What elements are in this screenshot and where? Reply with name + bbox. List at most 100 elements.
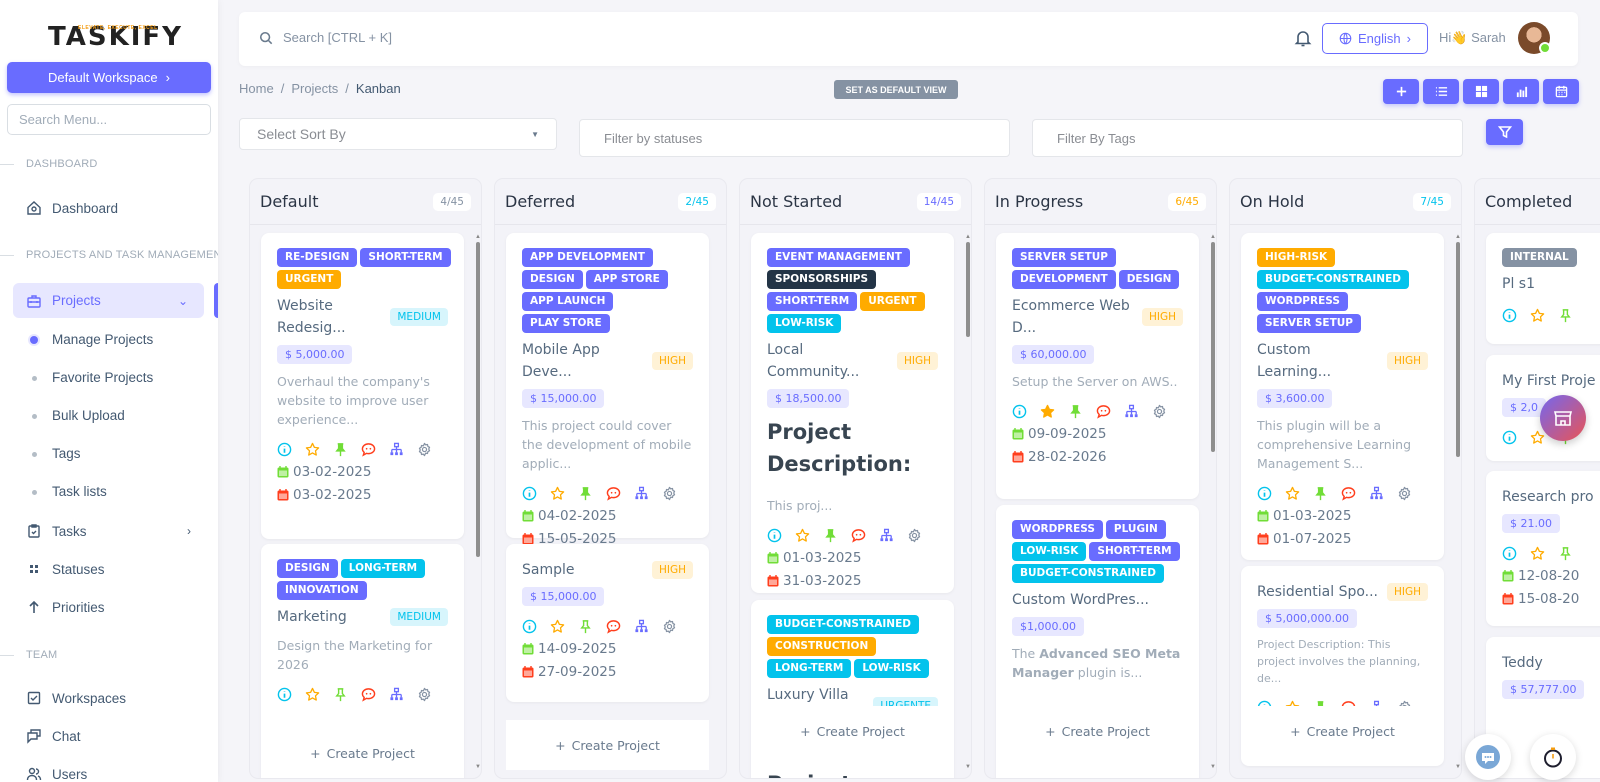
pin-outline-icon[interactable] xyxy=(578,619,593,634)
sidebar-item-users[interactable]: Users xyxy=(26,766,87,782)
project-title[interactable]: Research pro xyxy=(1502,489,1594,505)
column-scrollbar[interactable]: ▲ ▼ xyxy=(965,234,971,770)
create-project-button[interactable]: + Create Project xyxy=(506,720,709,770)
project-card[interactable]: RE-DESIGN SHORT-TERM URGENT Website Rede… xyxy=(261,233,464,539)
column-scrollbar[interactable]: ▲ ▼ xyxy=(475,234,481,770)
create-project-button[interactable]: + Create Project xyxy=(261,728,464,778)
comment-icon[interactable] xyxy=(1341,486,1356,501)
project-title[interactable]: Mobile App Deve... xyxy=(522,342,600,380)
info-icon[interactable] xyxy=(1257,486,1272,501)
project-title[interactable]: Website Redesig... xyxy=(277,298,346,336)
project-card[interactable]: EVENT MANAGEMENT SPONSORSHIPS SHORT-TERM… xyxy=(751,233,954,593)
comment-icon[interactable] xyxy=(851,528,866,543)
project-title[interactable]: Marketing xyxy=(277,609,347,625)
sitemap-icon[interactable] xyxy=(1369,486,1384,501)
apply-filter-button[interactable] xyxy=(1486,119,1523,145)
project-title[interactable]: Local Community... xyxy=(767,342,860,380)
pin-icon[interactable] xyxy=(1068,404,1083,419)
star-icon[interactable] xyxy=(550,486,565,501)
project-card[interactable]: INTERNAL Pl s1 xyxy=(1486,233,1600,344)
bell-icon[interactable] xyxy=(1293,28,1313,48)
pin-icon[interactable] xyxy=(333,442,348,457)
project-title[interactable]: Custom WordPres... xyxy=(1012,592,1149,608)
status-filter-input[interactable]: Filter by statuses xyxy=(579,119,1010,157)
info-icon[interactable] xyxy=(522,619,537,634)
pin-icon[interactable] xyxy=(1313,486,1328,501)
info-icon[interactable] xyxy=(1502,308,1517,323)
timer-fab[interactable] xyxy=(1530,734,1576,780)
create-project-button[interactable]: + Create Project xyxy=(751,706,954,756)
info-icon[interactable] xyxy=(522,486,537,501)
chart-view-button[interactable] xyxy=(1503,79,1539,104)
gear-icon[interactable] xyxy=(1152,404,1167,419)
sitemap-icon[interactable] xyxy=(1124,404,1139,419)
user-avatar[interactable] xyxy=(1518,22,1551,54)
language-switcher[interactable]: English › xyxy=(1322,23,1428,54)
sidebar-item-projects[interactable]: Projects ⌄ xyxy=(13,283,204,318)
project-title[interactable]: My First Proje xyxy=(1502,373,1596,389)
star-icon[interactable] xyxy=(305,442,320,457)
star-icon[interactable] xyxy=(1530,308,1545,323)
pin-icon[interactable] xyxy=(578,486,593,501)
info-icon[interactable] xyxy=(1502,546,1517,561)
project-card[interactable]: APP DEVELOPMENT DESIGN APP STORE APP LAU… xyxy=(506,233,709,547)
sidebar-item-tasks[interactable]: Tasks › xyxy=(26,523,191,539)
pin-outline-icon[interactable] xyxy=(1558,546,1573,561)
project-title[interactable]: Residential Spo... xyxy=(1257,584,1379,600)
project-title[interactable]: Sample xyxy=(522,562,575,578)
project-card[interactable]: SERVER SETUP DEVELOPMENT DESIGN Ecommerc… xyxy=(996,233,1199,499)
sidebar-item-bulk-upload[interactable]: Bulk Upload xyxy=(32,408,125,423)
project-title[interactable]: Teddy xyxy=(1502,655,1543,671)
comment-icon[interactable] xyxy=(606,486,621,501)
gear-icon[interactable] xyxy=(907,528,922,543)
marketplace-fab[interactable] xyxy=(1540,395,1586,441)
taskify-logo[interactable]: TASKIFY ELEVATE, EXECUTE, EXCEL xyxy=(48,22,183,52)
gear-icon[interactable] xyxy=(417,442,432,457)
sitemap-icon[interactable] xyxy=(389,687,404,702)
create-project-button[interactable]: + Create Project xyxy=(996,706,1199,756)
set-default-view-button[interactable]: SET AS DEFAULT VIEW xyxy=(834,80,958,99)
sitemap-icon[interactable] xyxy=(879,528,894,543)
create-project-button[interactable]: + Create Project xyxy=(1241,706,1444,756)
gear-icon[interactable] xyxy=(417,687,432,702)
pin-icon[interactable] xyxy=(823,528,838,543)
sidebar-item-tags[interactable]: Tags xyxy=(32,446,81,461)
project-title[interactable]: Pl s1 xyxy=(1502,276,1535,292)
star-icon[interactable] xyxy=(305,687,320,702)
pin-outline-icon[interactable] xyxy=(333,687,348,702)
info-icon[interactable] xyxy=(767,528,782,543)
info-icon[interactable] xyxy=(1012,404,1027,419)
comment-icon[interactable] xyxy=(361,442,376,457)
column-scrollbar[interactable]: ▲ ▼ xyxy=(1455,234,1461,770)
project-card[interactable]: Research pro $ 21.00 12-08-20 15-08-20 xyxy=(1486,471,1600,626)
tag-filter-input[interactable]: Filter By Tags xyxy=(1032,119,1463,157)
gear-icon[interactable] xyxy=(662,619,677,634)
star-icon[interactable] xyxy=(550,619,565,634)
column-scrollbar[interactable]: ▲ ▼ xyxy=(1210,234,1216,770)
gear-icon[interactable] xyxy=(662,486,677,501)
star-icon[interactable] xyxy=(1530,546,1545,561)
star-icon[interactable] xyxy=(1285,486,1300,501)
breadcrumb-home[interactable]: Home xyxy=(239,81,274,96)
grid-view-button[interactable] xyxy=(1463,79,1499,104)
project-title[interactable]: Ecommerce Web D... xyxy=(1012,298,1130,336)
sidebar-item-workspaces[interactable]: Workspaces xyxy=(26,690,126,706)
project-card[interactable]: HIGH-RISK BUDGET-CONSTRAINED WORDPRESS S… xyxy=(1241,233,1444,560)
info-icon[interactable] xyxy=(1502,430,1517,445)
info-icon[interactable] xyxy=(277,442,292,457)
comment-icon[interactable] xyxy=(606,619,621,634)
sitemap-icon[interactable] xyxy=(634,619,649,634)
pin-outline-icon[interactable] xyxy=(1558,308,1573,323)
sidebar-item-dashboard[interactable]: Dashboard xyxy=(26,200,118,216)
sort-select[interactable]: Select Sort By ▼ xyxy=(239,118,557,150)
breadcrumb-projects[interactable]: Projects xyxy=(291,81,339,96)
star-icon[interactable] xyxy=(795,528,810,543)
info-icon[interactable] xyxy=(277,687,292,702)
gear-icon[interactable] xyxy=(1397,486,1412,501)
comment-icon[interactable] xyxy=(1096,404,1111,419)
project-title[interactable]: Custom Learning... xyxy=(1257,342,1332,380)
sitemap-icon[interactable] xyxy=(389,442,404,457)
sidebar-item-manage-projects[interactable]: Manage Projects xyxy=(29,332,154,347)
star-icon[interactable] xyxy=(1530,430,1545,445)
sidebar-item-favorite-projects[interactable]: Favorite Projects xyxy=(31,370,154,385)
